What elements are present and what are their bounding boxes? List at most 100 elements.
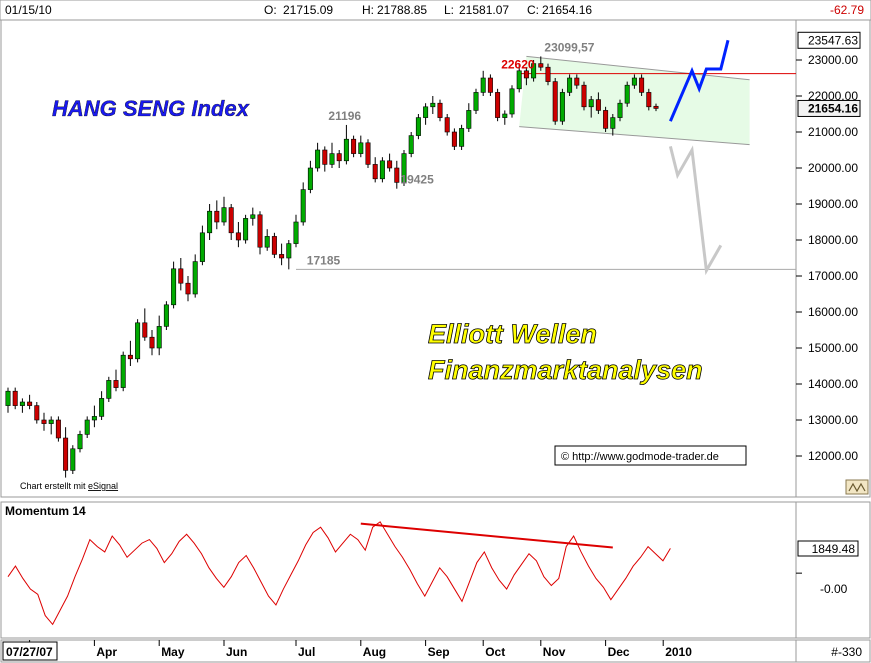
candle-body	[214, 210, 220, 223]
candle-body	[178, 268, 184, 284]
candle	[214, 200, 220, 230]
candle	[279, 243, 285, 266]
candle	[243, 214, 249, 244]
esignal-link[interactable]: eSignal	[88, 481, 118, 491]
candle-body	[480, 77, 486, 93]
candle-body	[84, 419, 90, 435]
candle-body	[603, 110, 609, 129]
scale-icon	[848, 482, 866, 493]
candle-body	[91, 416, 97, 421]
time-tick-label: Sep	[428, 645, 450, 659]
candle-body	[77, 434, 83, 450]
candle-body	[415, 117, 421, 136]
candle	[567, 74, 573, 96]
candle	[91, 405, 97, 428]
candle	[358, 135, 364, 158]
candle-body	[12, 390, 18, 406]
price-annotation: 19425	[400, 173, 434, 187]
time-tick-label: May	[161, 645, 185, 659]
candle-body	[387, 160, 393, 169]
candle-body	[459, 128, 465, 147]
candle	[559, 88, 565, 125]
price-axis	[795, 19, 871, 498]
candle-body	[531, 63, 537, 79]
candle	[466, 103, 472, 132]
time-tick-label: Aug	[363, 645, 386, 659]
candle	[509, 85, 515, 118]
candle-body	[588, 99, 594, 108]
candle-body	[595, 99, 601, 111]
candle	[538, 56, 544, 71]
momentum-trendline	[360, 522, 613, 549]
candle	[27, 394, 33, 410]
copyright-box: © http://www.godmode-trader.de	[554, 445, 747, 466]
scroll-tag: #-330	[831, 645, 862, 659]
candle-body	[235, 232, 241, 241]
candle	[228, 204, 234, 240]
candle-body	[581, 84, 587, 108]
price-axis-ticks: 12000.00 13000.00 14000.00 15000.00 16000.00…	[796, 31, 861, 463]
candle-body	[646, 92, 652, 108]
candle-body	[99, 398, 105, 417]
open-label: O:	[264, 3, 277, 17]
candle-body	[639, 77, 645, 93]
candle-body	[516, 70, 522, 90]
candle	[307, 160, 313, 194]
candle	[178, 258, 184, 291]
ohlc-header: 01/15/10 O: 21715.09 H: 21788.85 L: 2158…	[0, 0, 871, 21]
candle-body	[63, 437, 69, 471]
price-tick-label: 15000.00	[808, 341, 858, 355]
candle-body	[610, 117, 616, 129]
time-tick-label: Apr	[96, 645, 117, 659]
price-annotation: 23099,57	[544, 40, 594, 54]
candle	[451, 128, 457, 150]
candle	[315, 142, 321, 172]
candle-body	[617, 102, 623, 118]
change-value: -62.79	[830, 3, 864, 17]
candle-body	[423, 106, 429, 118]
candle	[401, 150, 407, 186]
momentum-title: Momentum 14	[5, 504, 86, 518]
candle	[639, 74, 645, 96]
candle-body	[567, 77, 573, 93]
time-tick-label: Oct	[485, 645, 505, 659]
candle-body	[257, 214, 263, 248]
channel-lower-line	[519, 126, 750, 146]
candle	[473, 88, 479, 114]
start-date-label: 07/27/07	[6, 645, 53, 659]
price-tick-label: 23000.00	[808, 53, 858, 67]
channel-upper-line	[526, 55, 750, 81]
price-tick-label: 16000.00	[808, 305, 858, 319]
time-tick-label: Dec	[608, 645, 630, 659]
copyright-text: © http://www.godmode-trader.de	[561, 451, 719, 463]
candle-body	[358, 142, 364, 154]
candle	[595, 92, 601, 114]
price-annotation: 17185	[307, 253, 341, 267]
price-tag-label: 21654.16	[808, 101, 858, 115]
candle-body	[336, 153, 342, 162]
price-tick-label: 18000.00	[808, 233, 858, 247]
candle-body	[19, 401, 25, 406]
candle	[552, 78, 558, 125]
candle	[523, 67, 529, 86]
candle	[163, 301, 169, 330]
candle-body	[264, 236, 270, 248]
scroll-area[interactable]	[795, 639, 871, 663]
candle-body	[466, 110, 472, 129]
candle	[264, 229, 270, 251]
price-tag-label: 23547.63	[808, 33, 858, 47]
candle	[336, 150, 342, 168]
candle	[610, 114, 616, 136]
candle	[19, 398, 25, 413]
candle	[329, 142, 335, 168]
scale-toggle-button[interactable]	[845, 479, 869, 495]
candle	[84, 416, 90, 438]
candle	[624, 81, 630, 107]
candle	[271, 232, 277, 258]
candle	[588, 96, 594, 118]
start-date-box	[2, 641, 58, 661]
candle-body	[538, 63, 544, 68]
candle	[70, 445, 76, 474]
candle	[207, 204, 213, 240]
momentum-value-text: 1849.48	[812, 542, 856, 556]
